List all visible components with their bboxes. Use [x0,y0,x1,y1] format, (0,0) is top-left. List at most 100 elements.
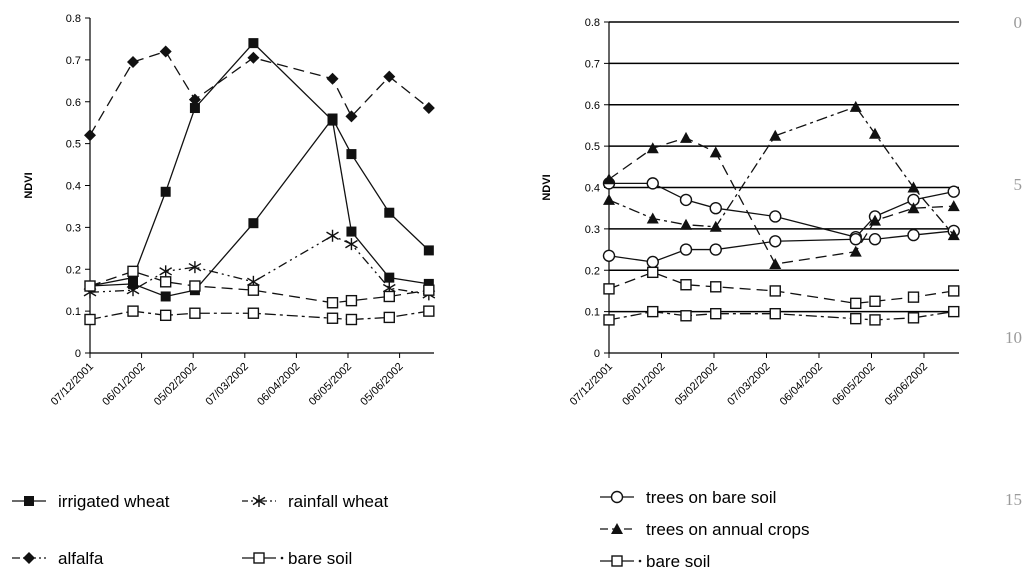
x-tick-label: 07/03/2002 [204,361,251,408]
data-point [422,102,435,115]
data-point [326,229,339,242]
x-tick-label: 06/01/2002 [100,361,147,408]
y-tick-label: 0.5 [66,139,81,151]
data-point [128,278,138,289]
data-point [423,305,435,317]
data-point [647,266,659,279]
data-point [907,181,920,193]
legend-marker [24,496,34,506]
series-line [89,270,429,304]
legend-item: rainfall wheat [242,492,388,511]
data-point [769,235,782,248]
y-tick-label: 0.5 [585,141,600,153]
series-line [608,271,954,305]
data-point [127,55,139,68]
x-tick-label: 07/12/2001 [49,361,96,408]
series-bare-soil [603,305,960,326]
data-point [710,307,722,320]
series-trees-on-annual-crops [603,131,960,270]
legend: irrigated wheat rainfall wheat alfalfa bare… [12,492,388,568]
data-point [769,129,782,141]
data-point [948,285,960,297]
data-point [869,214,881,226]
data-point [709,201,722,215]
data-point [646,255,659,269]
data-point [680,131,692,143]
y-tick-label: 0.1 [66,306,81,318]
legend-label: bare soil [288,549,352,568]
x-tick-label: 06/05/2002 [307,361,354,408]
data-point [248,38,259,49]
data-point [769,285,781,297]
y-tick-label: 0 [594,348,600,360]
data-point [423,284,435,296]
data-point [383,290,395,303]
series-bare-soil [84,265,435,309]
legend-item: irrigated wheat [12,492,170,511]
data-point [127,305,139,317]
y-tick-label: 0.3 [585,224,600,236]
legend-item: alfalfa [12,549,104,568]
legend-marker [253,552,265,564]
legend-label: irrigated wheat [58,492,170,511]
line-number: 10 [1005,328,1022,347]
data-point [680,218,692,230]
data-point [603,283,615,295]
data-point [869,295,881,307]
legend: trees on bare soil trees on annual crops b… [600,488,810,571]
data-point [160,186,171,197]
data-point [126,284,140,297]
series-bare-soil [603,266,960,310]
data-point [769,258,782,270]
legend-label: trees on annual crops [646,520,810,539]
data-point [326,312,339,324]
data-point [709,146,722,158]
line-number: 15 [1005,490,1022,509]
legend-marker [23,552,35,564]
data-point [159,45,172,58]
series-line [89,117,430,298]
data-point [384,272,395,283]
data-point [907,228,920,242]
x-tick-label: 06/04/2002 [255,361,302,408]
y-tick-label: 0.3 [66,222,81,234]
y-tick-label: 0.4 [585,183,600,195]
series-trees-on-bare-soil [602,224,960,269]
data-point [189,280,201,292]
data-point [679,243,693,256]
data-point [646,212,659,224]
line-number: 5 [1014,175,1023,194]
line-number: 0 [1014,13,1023,32]
data-point [868,233,882,246]
data-point [84,129,96,142]
legend-label: bare soil [646,552,710,571]
data-point [345,294,358,307]
x-tick-label: 06/01/2002 [620,361,667,408]
series-line [89,310,429,321]
data-point [128,272,138,283]
series-line [608,137,954,265]
x-tick-label: 05/02/2002 [673,361,720,408]
data-point [603,314,615,326]
y-tick-label: 0.4 [66,181,81,193]
series-line [608,310,954,321]
y-tick-label: 0.2 [585,265,600,277]
y-axis-label: NDVI [23,172,35,198]
series-bare-soil [84,305,435,326]
data-point [769,210,782,223]
data-point [869,314,881,326]
y-tick-label: 0.7 [585,58,600,70]
legend-dot [280,556,284,560]
data-point [159,309,172,322]
data-point [189,307,201,319]
y-tick-label: 0 [75,348,81,360]
series-line [89,42,429,287]
series-alfalfa [84,45,435,142]
x-tick-label: 05/06/2002 [883,361,930,408]
x-tick-label: 06/04/2002 [778,361,825,408]
legend-item: bare soil [242,549,352,568]
data-point [849,245,862,257]
series-line [89,235,429,296]
data-point [384,207,395,218]
